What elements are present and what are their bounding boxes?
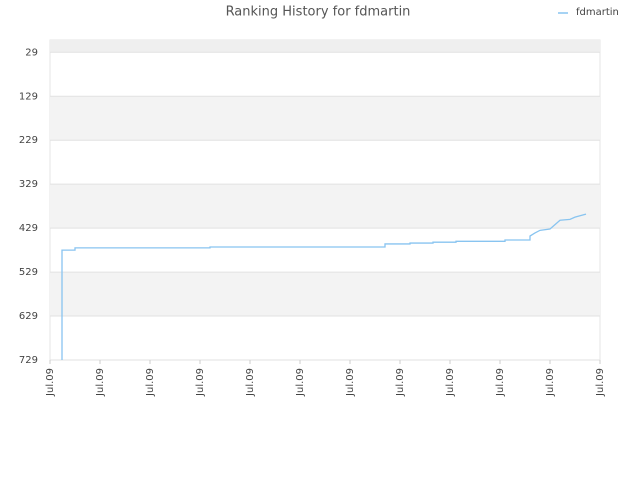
x-tick-label: Jul.09 [445, 368, 456, 397]
y-tick-label: 29 [25, 47, 38, 58]
y-tick-label: 329 [19, 179, 38, 190]
x-tick-label: Jul.09 [545, 368, 556, 397]
x-tick-label: Jul.09 [145, 368, 156, 397]
y-tick-label: 629 [19, 311, 38, 322]
x-tick-label: Jul.09 [295, 368, 306, 397]
x-tick-label: Jul.09 [245, 368, 256, 397]
x-tick-label: Jul.09 [95, 368, 106, 397]
legend-label: fdmartin [576, 7, 619, 18]
y-tick-label: 229 [19, 135, 38, 146]
chart-title: Ranking History for fdmartin [226, 5, 411, 20]
x-tick-label: Jul.09 [45, 368, 56, 397]
band [50, 96, 600, 141]
band [50, 40, 600, 53]
band [50, 272, 600, 317]
band [50, 184, 600, 229]
x-tick-label: Jul.09 [595, 368, 606, 397]
y-tick-label: 529 [19, 267, 38, 278]
y-tick-label: 429 [19, 223, 38, 234]
x-tick-label: Jul.09 [495, 368, 506, 397]
x-tick-label: Jul.09 [395, 368, 406, 397]
x-tick-label: Jul.09 [345, 368, 356, 397]
y-tick-label: 729 [19, 355, 38, 366]
y-tick-label: 129 [19, 91, 38, 102]
line [61, 213, 587, 360]
x-tick-label: Jul.09 [195, 368, 206, 397]
